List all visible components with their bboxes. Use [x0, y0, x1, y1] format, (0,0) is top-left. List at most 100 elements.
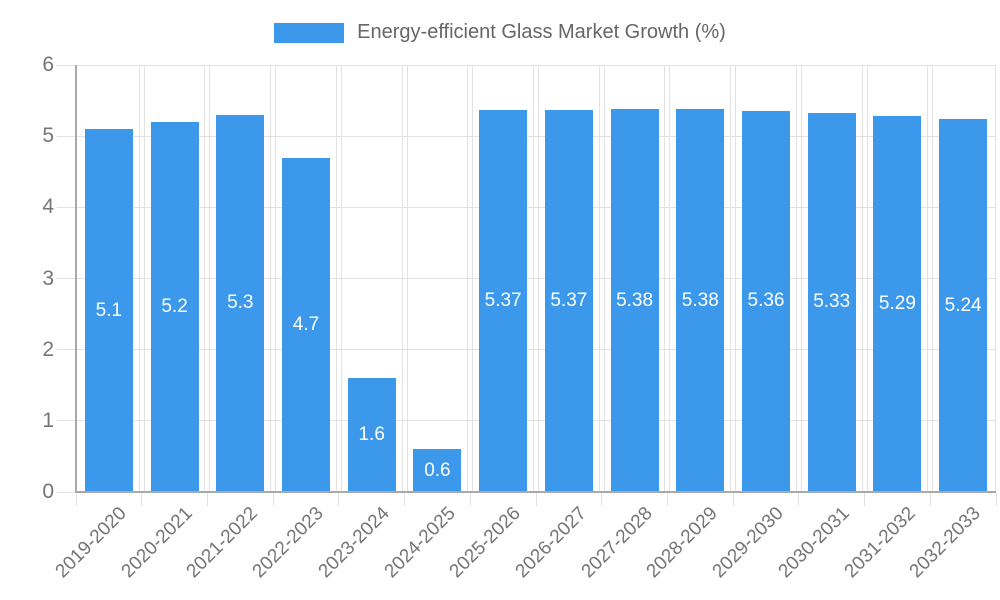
bar-value-label: 5.38: [616, 289, 654, 311]
y-tick-label: 0: [42, 480, 54, 503]
bar: [807, 112, 856, 491]
x-tick-label: 2026-2027: [511, 503, 591, 583]
gridline-vertical: [204, 65, 206, 492]
x-tick-label: 2031-2032: [840, 503, 920, 583]
x-axis-tick: [864, 492, 866, 506]
y-tick-label: 4: [42, 195, 54, 219]
gridline-vertical: [795, 65, 797, 492]
gridline-vertical: [138, 65, 140, 492]
x-tick-label: 2023-2024: [314, 503, 394, 583]
gridline-vertical: [664, 65, 666, 492]
x-axis-tick: [929, 492, 931, 506]
bar-value-label: 5.33: [813, 291, 851, 313]
y-axis-tick: [57, 420, 76, 422]
gridline-vertical: [335, 65, 337, 492]
gridline-vertical: [538, 65, 539, 492]
x-tick-label: 2021-2022: [183, 503, 263, 583]
x-axis-tick: [469, 492, 471, 506]
gridline-horizontal: [76, 206, 996, 208]
y-axis-tick: [57, 64, 76, 66]
gridline-vertical: [598, 65, 600, 492]
gridline-vertical: [932, 65, 934, 492]
bar: [544, 109, 593, 491]
gridline-horizontal: [76, 278, 996, 279]
x-axis-tick: [404, 492, 406, 506]
gridline-vertical: [143, 65, 145, 492]
gridline-vertical: [209, 65, 211, 492]
gridline-vertical: [406, 65, 408, 492]
x-tick-label: 2030-2031: [774, 503, 854, 583]
x-axis-tick: [272, 492, 274, 506]
bar: [939, 119, 988, 491]
gridline-horizontal: [76, 349, 996, 351]
bar: [479, 109, 528, 491]
x-tick-label: 2025-2026: [445, 503, 525, 583]
gridline-vertical: [735, 65, 737, 492]
gridline-vertical: [603, 65, 605, 492]
x-tick-label: 2022-2023: [248, 503, 328, 583]
x-tick-label: 2029-2030: [708, 503, 788, 583]
x-tick-label: 2024-2025: [380, 503, 460, 583]
y-axis-tick: [57, 135, 76, 137]
x-axis-tick: [75, 492, 77, 506]
gridline-vertical: [275, 65, 277, 492]
x-axis-line: [75, 491, 996, 493]
gridline-vertical: [401, 65, 403, 492]
gridline-horizontal: [76, 420, 996, 422]
bar: [873, 115, 922, 491]
y-tick-label: 2: [42, 337, 54, 361]
gridline-vertical: [800, 65, 802, 492]
x-axis-tick: [666, 492, 668, 506]
x-axis-tick: [995, 492, 997, 506]
gridline-vertical: [533, 65, 534, 492]
bar: [742, 110, 790, 491]
legend-label: Energy-efficient Glass Market Growth (%): [357, 21, 726, 43]
x-axis-tick: [338, 492, 340, 506]
bar: [216, 114, 265, 491]
y-axis-tick: [57, 349, 76, 351]
bar-value-label: 5.1: [95, 299, 123, 321]
gridline-vertical: [866, 65, 868, 492]
bar: [282, 157, 330, 491]
gridline-horizontal: [76, 64, 996, 66]
x-tick-label: 2019-2020: [51, 503, 131, 583]
x-axis-tick: [206, 492, 208, 506]
gridline-vertical: [730, 65, 732, 492]
bar-value-label: 5.29: [878, 292, 916, 314]
bar: [84, 129, 133, 491]
y-axis-tick: [57, 491, 76, 493]
gridline-vertical: [669, 65, 671, 492]
gridline-vertical: [861, 65, 863, 492]
bar-value-label: 5.37: [484, 289, 522, 311]
bar-value-label: 5.24: [944, 294, 982, 316]
gridline-vertical: [995, 65, 996, 492]
bar-value-label: 5.37: [550, 289, 588, 311]
x-tick-label: 2020-2021: [117, 503, 197, 583]
gridline-horizontal: [76, 135, 996, 137]
bar: [676, 109, 725, 491]
gridline-vertical: [270, 65, 272, 492]
y-tick-label: 1: [42, 408, 54, 432]
y-tick-label: 5: [42, 124, 54, 148]
bar-value-label: 5.36: [747, 290, 785, 312]
bar-value-label: 5.3: [227, 292, 254, 314]
bar: [610, 109, 659, 491]
y-tick-label: 6: [42, 53, 54, 76]
y-axis-line: [75, 65, 77, 492]
bar-value-label: 0.6: [424, 459, 451, 481]
chart-legend[interactable]: Energy-efficient Glass Market Growth (%): [0, 21, 1000, 44]
bar-value-label: 1.6: [358, 424, 385, 446]
bar: [413, 449, 462, 491]
gridline-vertical: [472, 65, 474, 492]
gridline-vertical: [927, 65, 929, 492]
gridline-vertical: [340, 65, 342, 492]
legend-swatch: [274, 22, 345, 43]
x-axis-tick: [141, 492, 143, 506]
gridline-vertical: [467, 65, 469, 492]
y-axis-tick: [57, 278, 76, 279]
x-axis-tick: [535, 492, 537, 506]
x-axis-tick: [601, 492, 603, 506]
bar-value-label: 4.7: [292, 313, 320, 335]
x-axis-tick: [732, 492, 734, 506]
